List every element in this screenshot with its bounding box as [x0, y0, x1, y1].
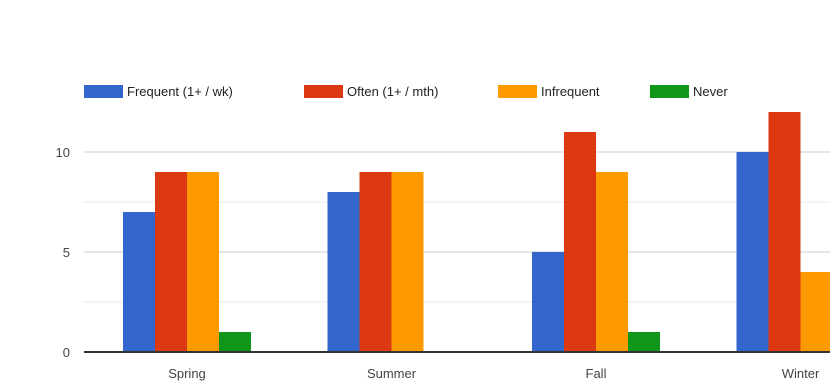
bar-summer-often[interactable]: [359, 172, 392, 352]
legend-swatch[interactable]: [498, 85, 537, 98]
bar-spring-often[interactable]: [155, 172, 187, 352]
x-tick-label: Winter: [782, 366, 820, 381]
bar-spring-frequent[interactable]: [123, 212, 155, 352]
legend-swatch[interactable]: [84, 85, 123, 98]
bar-summer-frequent[interactable]: [327, 192, 360, 352]
legend-label[interactable]: Frequent (1+ / wk): [127, 84, 233, 99]
bar-fall-never[interactable]: [628, 332, 660, 352]
legend-label[interactable]: Often (1+ / mth): [347, 84, 438, 99]
bar-spring-infrequent[interactable]: [187, 172, 219, 352]
bars: [123, 112, 830, 352]
legend-label[interactable]: Infrequent: [541, 84, 600, 99]
bar-fall-infrequent[interactable]: [596, 172, 628, 352]
bar-fall-often[interactable]: [564, 132, 596, 352]
legend-label[interactable]: Never: [693, 84, 728, 99]
bar-winter-often[interactable]: [768, 112, 801, 352]
x-tick-label: Summer: [367, 366, 417, 381]
y-tick-label: 10: [56, 145, 70, 160]
axes: 0 5 10 Spring Summer Fall Winter: [56, 145, 830, 381]
bar-spring-never[interactable]: [219, 332, 251, 352]
y-tick-label: 5: [63, 245, 70, 260]
bar-winter-infrequent[interactable]: [800, 272, 830, 352]
bar-fall-frequent[interactable]: [532, 252, 564, 352]
legend-swatch[interactable]: [650, 85, 689, 98]
y-tick-label: 0: [63, 345, 70, 360]
legend[interactable]: Frequent (1+ / wk) Often (1+ / mth) Infreq…: [84, 84, 728, 99]
x-tick-label: Fall: [586, 366, 607, 381]
x-tick-label: Spring: [168, 366, 206, 381]
legend-swatch[interactable]: [304, 85, 343, 98]
bar-winter-frequent[interactable]: [736, 152, 769, 352]
bar-summer-infrequent[interactable]: [391, 172, 424, 352]
